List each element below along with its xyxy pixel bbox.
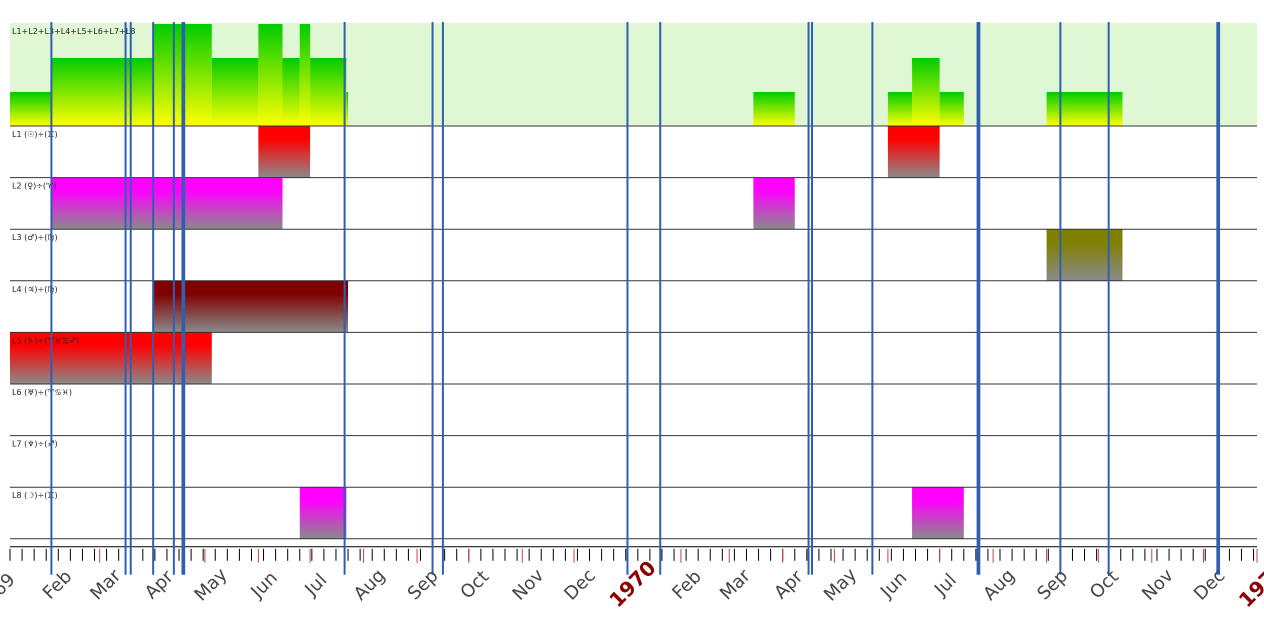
month-label: Sep [1033, 565, 1072, 604]
lane-interval-bar [10, 332, 212, 384]
month-label: Jul [930, 570, 961, 601]
sum-step [753, 92, 795, 126]
lane-label: L7 (♆)÷(♐) [12, 440, 58, 449]
month-label: Jun [246, 568, 281, 603]
sum-step [887, 92, 913, 126]
sum-step [10, 92, 52, 126]
sum-step [1046, 92, 1123, 126]
lane-label: L5 (♄)÷(♈♉♊♐) [12, 336, 79, 345]
month-label: May [190, 564, 231, 605]
month-label: Oct [456, 566, 493, 603]
sum-step [346, 92, 349, 126]
lane-interval-bar [258, 126, 311, 178]
month-label: Mar [86, 565, 125, 604]
year-label: 1971 [1234, 556, 1264, 612]
sum-step [310, 58, 347, 126]
lane-interval-bar [299, 487, 347, 539]
sum-step [299, 24, 311, 126]
lane-interval-bar [1046, 229, 1123, 281]
month-label: Dec [1190, 565, 1229, 604]
lane-interval-bar [753, 177, 795, 230]
month-label: Apr [770, 566, 807, 603]
lane-label: L2 (♀)÷(♈) [12, 182, 56, 191]
month-label: Nov [1138, 565, 1178, 605]
month-label: Feb [668, 566, 705, 603]
lane-label: L6 (♅)÷(♈♋♓) [12, 388, 72, 397]
month-label: Jul [300, 570, 331, 601]
month-label: Mar [716, 565, 755, 604]
year-label: 1970 [604, 556, 660, 612]
lane-interval-bar [153, 280, 349, 333]
lane-interval-bar [912, 487, 964, 539]
lane-label: L8 (☽)÷(♊) [12, 491, 58, 500]
month-label: Nov [509, 565, 549, 605]
lane-label: L1+L2+L3+L4+L5+L6+L7+L8 [12, 27, 135, 36]
month-label: Apr [141, 566, 178, 603]
month-label: Feb [39, 566, 76, 603]
sum-step [258, 24, 283, 126]
lane-label: L1 (☉)÷(♊) [12, 130, 58, 139]
sum-step [51, 58, 154, 126]
sum-step [939, 92, 964, 126]
sum-step [912, 58, 940, 126]
month-label: Aug [979, 565, 1019, 605]
lane-interval-bar [887, 126, 940, 178]
month-label: Oct [1086, 566, 1123, 603]
lane-label: L4 (♃)÷(♍) [12, 285, 58, 294]
lane-label: L3 (♂)÷(♍) [12, 233, 58, 242]
month-label: 69 [0, 569, 20, 600]
sum-step [211, 58, 259, 126]
month-label: Jun [876, 568, 911, 603]
sum-step [282, 58, 300, 126]
month-label: May [820, 564, 861, 605]
lane-interval-bar [51, 177, 283, 230]
month-label: Sep [404, 565, 443, 604]
month-label: Dec [560, 565, 599, 604]
month-label: Aug [350, 565, 390, 605]
